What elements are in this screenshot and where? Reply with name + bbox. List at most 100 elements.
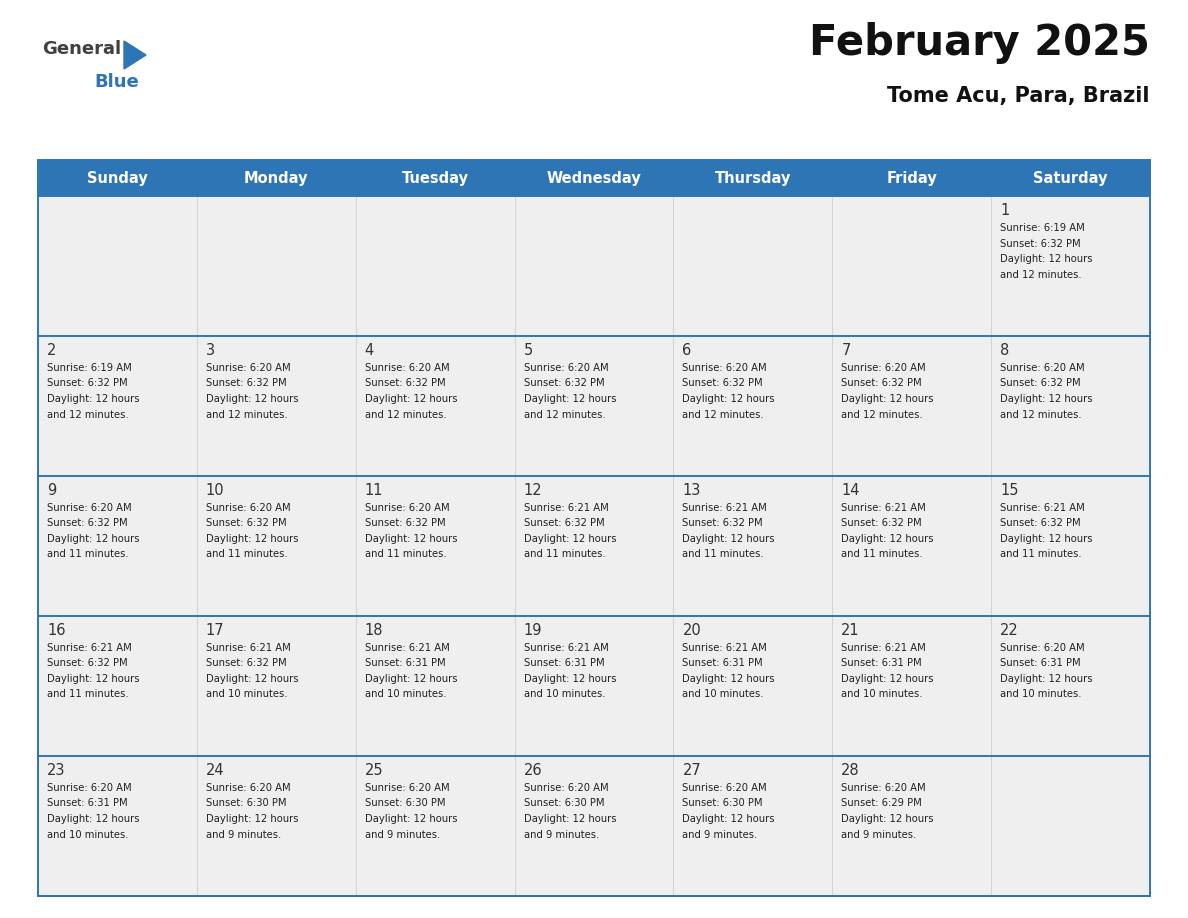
Bar [197,756,355,896]
Bar [833,616,991,756]
Bar [355,756,514,896]
Text: 8: 8 [1000,343,1010,358]
Text: Daylight: 12 hours: Daylight: 12 hours [524,674,617,684]
Bar [38,336,197,476]
Text: and 9 minutes.: and 9 minutes. [682,830,758,839]
Text: Sunrise: 6:21 AM: Sunrise: 6:21 AM [206,643,291,653]
Bar [355,616,514,756]
Text: Sunrise: 6:20 AM: Sunrise: 6:20 AM [48,783,132,793]
Text: Daylight: 12 hours: Daylight: 12 hours [682,814,775,824]
Bar [38,196,197,336]
Text: and 10 minutes.: and 10 minutes. [365,689,447,700]
Text: Daylight: 12 hours: Daylight: 12 hours [48,674,139,684]
Text: Sunrise: 6:20 AM: Sunrise: 6:20 AM [841,363,925,373]
Text: and 12 minutes.: and 12 minutes. [682,409,764,420]
Bar [991,756,1150,896]
Bar [514,196,674,336]
Text: Sunrise: 6:21 AM: Sunrise: 6:21 AM [841,503,925,513]
Text: Sunset: 6:32 PM: Sunset: 6:32 PM [365,378,446,388]
Text: Daylight: 12 hours: Daylight: 12 hours [48,394,139,404]
Text: Daylight: 12 hours: Daylight: 12 hours [1000,394,1093,404]
Text: Daylight: 12 hours: Daylight: 12 hours [206,674,298,684]
Text: Sunrise: 6:20 AM: Sunrise: 6:20 AM [48,503,132,513]
Text: Sunrise: 6:21 AM: Sunrise: 6:21 AM [524,643,608,653]
Text: Daylight: 12 hours: Daylight: 12 hours [206,814,298,824]
Text: General: General [42,40,121,58]
Bar [355,336,514,476]
Text: Sunset: 6:32 PM: Sunset: 6:32 PM [1000,378,1081,388]
Text: Daylight: 12 hours: Daylight: 12 hours [682,534,775,544]
Text: and 9 minutes.: and 9 minutes. [841,830,916,839]
Bar [38,476,197,616]
Bar [38,160,1150,896]
Text: Sunset: 6:32 PM: Sunset: 6:32 PM [841,519,922,529]
Bar [197,336,355,476]
Text: and 9 minutes.: and 9 minutes. [524,830,599,839]
Text: February 2025: February 2025 [809,22,1150,64]
Bar [355,476,514,616]
Text: Sunset: 6:30 PM: Sunset: 6:30 PM [365,799,446,809]
Bar [197,476,355,616]
Text: and 9 minutes.: and 9 minutes. [206,830,282,839]
Text: Saturday: Saturday [1034,171,1108,185]
Text: 17: 17 [206,623,225,638]
Bar [514,476,674,616]
Text: 10: 10 [206,483,225,498]
Text: and 11 minutes.: and 11 minutes. [48,550,128,559]
Text: Sunset: 6:32 PM: Sunset: 6:32 PM [524,378,605,388]
Text: and 11 minutes.: and 11 minutes. [48,689,128,700]
Text: Sunset: 6:31 PM: Sunset: 6:31 PM [682,658,763,668]
Text: 2: 2 [48,343,56,358]
Text: Sunrise: 6:20 AM: Sunrise: 6:20 AM [365,503,449,513]
Polygon shape [124,41,146,69]
Bar [355,196,514,336]
Text: Sunset: 6:30 PM: Sunset: 6:30 PM [524,799,604,809]
Bar [197,616,355,756]
Text: and 11 minutes.: and 11 minutes. [682,550,764,559]
Text: 1: 1 [1000,203,1010,218]
Text: Sunrise: 6:20 AM: Sunrise: 6:20 AM [1000,363,1085,373]
Text: 28: 28 [841,763,860,778]
Bar [674,196,833,336]
Bar [833,476,991,616]
Text: Sunrise: 6:20 AM: Sunrise: 6:20 AM [682,363,767,373]
Text: and 12 minutes.: and 12 minutes. [48,409,128,420]
Text: Daylight: 12 hours: Daylight: 12 hours [682,394,775,404]
Text: Wednesday: Wednesday [546,171,642,185]
Text: Daylight: 12 hours: Daylight: 12 hours [524,534,617,544]
Text: Daylight: 12 hours: Daylight: 12 hours [48,814,139,824]
Text: Sunset: 6:30 PM: Sunset: 6:30 PM [206,799,286,809]
Text: Sunrise: 6:21 AM: Sunrise: 6:21 AM [48,643,132,653]
Text: Sunset: 6:31 PM: Sunset: 6:31 PM [841,658,922,668]
Text: and 11 minutes.: and 11 minutes. [1000,550,1082,559]
Text: Sunrise: 6:20 AM: Sunrise: 6:20 AM [365,363,449,373]
Text: Daylight: 12 hours: Daylight: 12 hours [524,814,617,824]
Bar [833,336,991,476]
Text: Sunset: 6:32 PM: Sunset: 6:32 PM [1000,519,1081,529]
Text: 6: 6 [682,343,691,358]
Text: 16: 16 [48,623,65,638]
Text: and 12 minutes.: and 12 minutes. [1000,409,1082,420]
Text: 5: 5 [524,343,533,358]
Bar [674,616,833,756]
Bar [38,616,197,756]
Text: Sunrise: 6:21 AM: Sunrise: 6:21 AM [682,503,767,513]
Text: and 12 minutes.: and 12 minutes. [841,409,923,420]
Text: and 11 minutes.: and 11 minutes. [206,550,287,559]
Text: Sunrise: 6:19 AM: Sunrise: 6:19 AM [1000,223,1085,233]
Text: 12: 12 [524,483,542,498]
Text: 25: 25 [365,763,384,778]
Text: and 12 minutes.: and 12 minutes. [206,409,287,420]
Text: Daylight: 12 hours: Daylight: 12 hours [841,674,934,684]
Text: 20: 20 [682,623,701,638]
Text: and 11 minutes.: and 11 minutes. [841,550,923,559]
Bar [514,336,674,476]
Text: Sunset: 6:32 PM: Sunset: 6:32 PM [524,519,605,529]
Text: 27: 27 [682,763,701,778]
Bar [197,196,355,336]
Text: and 10 minutes.: and 10 minutes. [841,689,923,700]
Text: Sunrise: 6:20 AM: Sunrise: 6:20 AM [841,783,925,793]
Text: and 11 minutes.: and 11 minutes. [365,550,447,559]
Text: Monday: Monday [244,171,309,185]
Text: and 10 minutes.: and 10 minutes. [1000,689,1081,700]
